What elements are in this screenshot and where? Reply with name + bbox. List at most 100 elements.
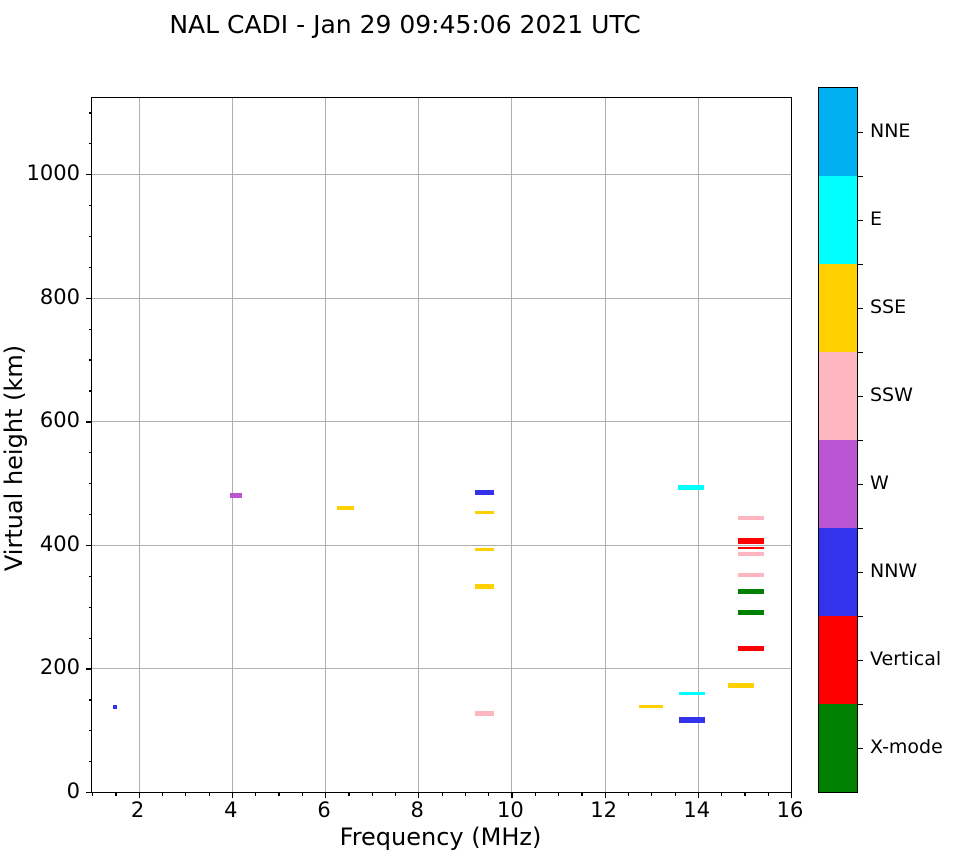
y-tick-major [86, 668, 92, 670]
x-tick-minor [348, 792, 350, 796]
y-tick-minor [88, 204, 92, 207]
gridline-horizontal [92, 544, 791, 546]
y-tick-minor [88, 575, 92, 577]
x-tick-label: 14 [683, 798, 711, 822]
y-tick-label: 400 [39, 531, 80, 556]
x-tick-minor [278, 792, 280, 796]
y-tick-major [86, 792, 92, 794]
colorbar-boundary-tick [857, 528, 863, 530]
y-tick-label: 200 [39, 655, 80, 680]
data-mark [738, 546, 765, 549]
x-axis-label: Frequency (MHz) [339, 823, 542, 851]
y-tick-major [86, 544, 92, 547]
x-tick-major [418, 792, 420, 798]
y-tick-minor [88, 483, 92, 485]
x-tick-minor [185, 792, 187, 796]
data-mark [474, 510, 494, 514]
y-tick-label: 0 [66, 779, 80, 803]
x-tick-minor [534, 792, 536, 796]
data-mark [738, 610, 765, 616]
y-tick-minor [88, 266, 92, 268]
colorbar-boundary-tick [857, 176, 863, 178]
y-tick-minor [88, 699, 92, 701]
colorbar-band-w [819, 440, 857, 528]
y-tick-label: 1000 [26, 161, 80, 185]
x-tick-minor [651, 792, 653, 796]
colorbar-tick [857, 484, 863, 486]
x-tick-label: 8 [410, 798, 424, 822]
azimuth-colorbar [818, 87, 863, 793]
colorbar-label-ssw: SSW [870, 384, 913, 406]
data-mark [738, 538, 765, 545]
colorbar-tick [857, 132, 863, 134]
x-tick-major [791, 792, 793, 798]
x-tick-label: 6 [317, 798, 331, 822]
page-title: NAL CADI - Jan 29 09:45:06 2021 UTC [169, 10, 641, 39]
data-mark [474, 583, 494, 589]
y-axis-tick-labels: 0 200 400 600 800 1000 [0, 97, 80, 803]
gridline-vertical [325, 98, 326, 792]
y-tick-minor [88, 730, 92, 732]
gridline-horizontal [92, 668, 791, 670]
y-tick-minor [88, 328, 92, 330]
y-tick-minor [88, 143, 92, 145]
x-tick-minor [394, 792, 397, 796]
data-mark [639, 704, 664, 708]
data-mark [678, 691, 705, 695]
y-tick-minor [88, 637, 92, 639]
y-tick-minor [88, 235, 92, 238]
colorbar-band-x-mode [819, 704, 857, 792]
x-axis-tick-labels: 2 4 6 8 10 12 14 16 [91, 798, 803, 828]
gridline-vertical [697, 98, 699, 792]
data-mark [738, 552, 765, 557]
gridline-vertical [604, 98, 606, 792]
colorbar-boundary-tick [857, 616, 863, 618]
colorbar-label-nnw: NNW [870, 560, 918, 582]
x-tick-minor [161, 792, 164, 796]
data-mark [738, 516, 765, 521]
x-tick-minor [744, 792, 746, 796]
colorbar-tick [857, 308, 863, 310]
y-tick-major [86, 421, 92, 423]
y-tick-minor [88, 513, 92, 516]
x-tick-major [231, 792, 234, 798]
colorbar-band-ssw [819, 352, 857, 440]
colorbar-band-e [819, 176, 857, 264]
x-tick-major [604, 792, 606, 798]
y-tick-minor [88, 606, 92, 608]
colorbar-boundary-tick [857, 440, 863, 442]
gridline-vertical [418, 98, 420, 792]
colorbar-label-vertical: Vertical [870, 648, 942, 670]
x-tick-label: 4 [224, 798, 238, 822]
y-tick-minor [88, 112, 92, 114]
data-mark [738, 573, 765, 578]
x-tick-label: 10 [497, 798, 524, 822]
x-tick-minor [255, 792, 257, 796]
colorbar-label-e: E [870, 208, 883, 230]
colorbar-tick [857, 220, 863, 222]
colorbar-label-nne: NNE [870, 120, 911, 142]
x-tick-minor [371, 792, 373, 796]
colorbar-boundary-tick [857, 704, 863, 706]
x-tick-major [325, 792, 327, 798]
colorbar-label-x-mode: X-mode [870, 736, 943, 758]
plot-area [86, 97, 793, 798]
x-tick-minor [441, 792, 443, 796]
y-tick-major [86, 174, 92, 176]
x-tick-major [511, 792, 513, 798]
y-tick-minor [88, 359, 92, 361]
x-tick-minor [767, 792, 769, 796]
gridline-vertical [511, 98, 513, 792]
data-mark [738, 588, 765, 594]
gridline-horizontal [92, 174, 791, 175]
x-tick-minor [558, 792, 560, 796]
data-mark [678, 716, 705, 723]
data-mark [677, 485, 704, 491]
x-tick-minor [92, 792, 94, 796]
x-tick-minor [721, 792, 723, 796]
gridline-horizontal [92, 297, 791, 299]
y-axis-label: Virtual height (km) [0, 344, 28, 572]
colorbar-label-sse: SSE [870, 296, 907, 318]
x-tick-label: 2 [130, 798, 145, 822]
colorbar-tick [857, 396, 863, 398]
